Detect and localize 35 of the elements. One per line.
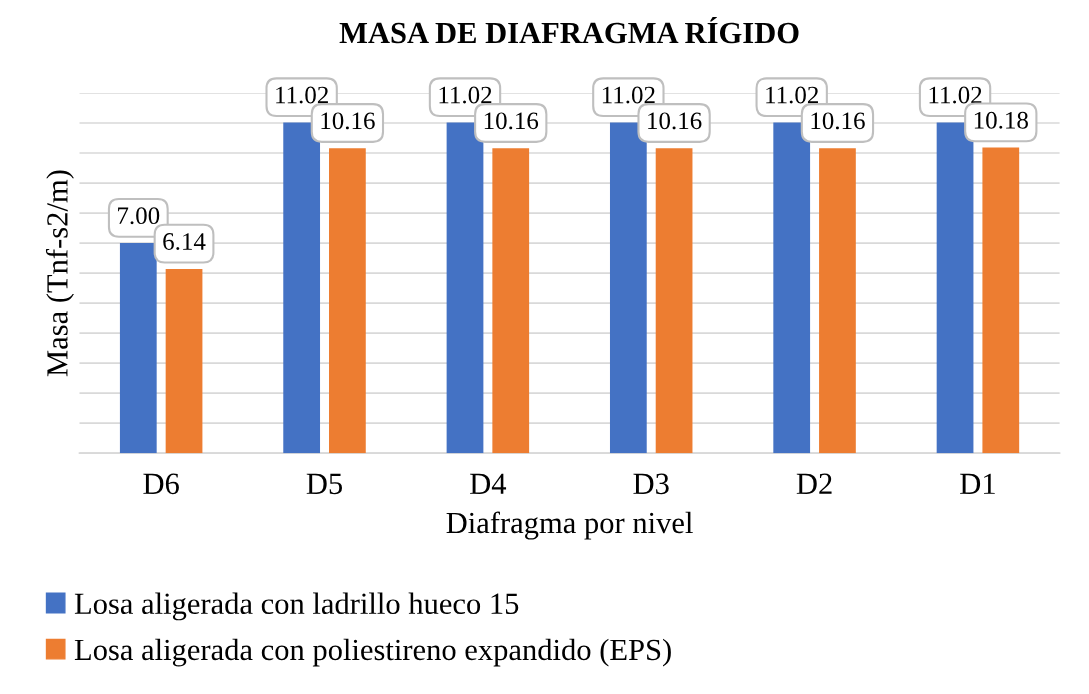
bar <box>446 122 484 454</box>
data-label: 11.02 <box>439 86 492 104</box>
bar <box>819 148 856 454</box>
y-axis-title: Masa (Tnf-s2/m) <box>45 170 74 377</box>
x-tick-label: D1 <box>960 473 995 494</box>
bar <box>283 122 321 454</box>
data-label: 10.16 <box>811 112 865 130</box>
legend-label: Losa aligerada con poliestireno expandido (EPS) <box>74 638 671 667</box>
data-label: 10.18 <box>974 111 1028 129</box>
bar <box>609 122 647 454</box>
data-label: 11.02 <box>276 86 328 104</box>
data-label: 10.16 <box>648 112 702 130</box>
x-tick-label: D6 <box>143 473 179 495</box>
data-label: 7.00 <box>118 207 160 225</box>
x-tick-label: D3 <box>633 473 669 495</box>
bar <box>773 122 811 454</box>
bar <box>982 147 1020 454</box>
bar <box>655 148 693 454</box>
bar <box>165 268 203 454</box>
data-label: 11.02 <box>766 86 818 104</box>
bar <box>329 148 366 454</box>
x-axis-title: Diafragma por nivel <box>446 511 693 540</box>
legend-label: Losa aligerada con ladrillo hueco 15 <box>74 592 519 621</box>
data-label: 11.02 <box>602 86 655 104</box>
data-label: 6.14 <box>163 233 206 251</box>
x-tick-label: D4 <box>470 473 507 494</box>
chart-title: MASA DE DIAFRAGMA RÍGIDO <box>339 16 799 44</box>
x-tick-label: D2 <box>796 473 832 494</box>
data-label: 10.16 <box>484 112 539 130</box>
bar <box>936 122 974 454</box>
x-tick-label: D5 <box>306 473 342 495</box>
data-label: 10.16 <box>321 112 375 130</box>
bar <box>492 148 530 454</box>
bar <box>119 243 157 454</box>
data-label: 11.02 <box>929 86 982 104</box>
